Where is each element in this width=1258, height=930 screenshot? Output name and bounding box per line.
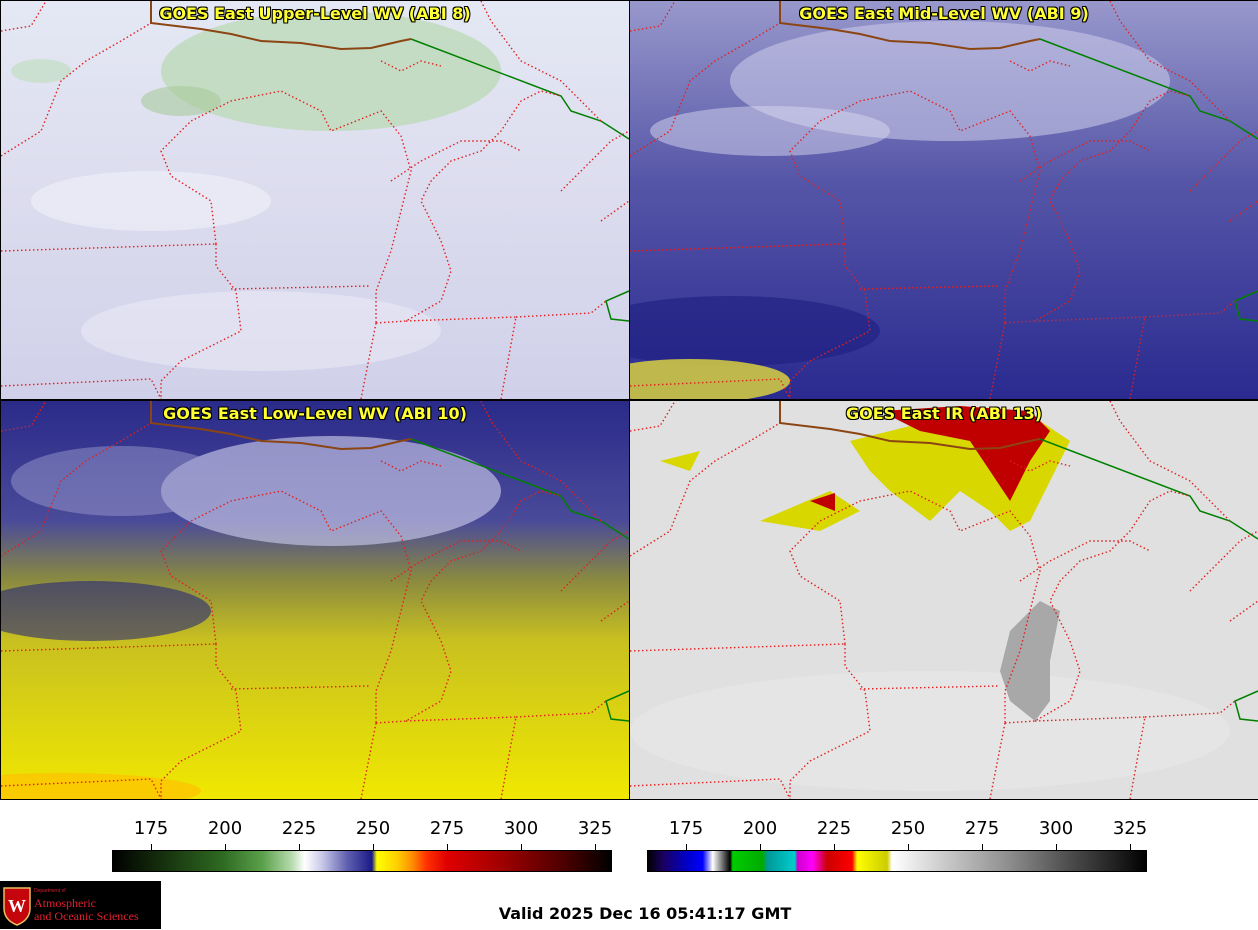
ir-tick-mark	[760, 844, 761, 850]
wv-tick-mark	[225, 844, 226, 850]
ir-tick-mark	[982, 844, 983, 850]
ir-tick-mark	[1056, 844, 1057, 850]
ir-tick-label: 200	[742, 818, 778, 839]
ir-tick-label: 225	[816, 818, 852, 839]
upper-level-wv-title: GOES East Upper-Level WV (ABI 8)	[159, 4, 471, 23]
wv-tick-label: 275	[429, 818, 465, 839]
ir-tick-mark	[908, 844, 909, 850]
svg-text:W: W	[8, 896, 26, 916]
ir-title: GOES East IR (ABI 13)	[845, 404, 1043, 423]
upper-level-wv-panel: GOES East Upper-Level WV (ABI 8)	[0, 0, 630, 400]
wv-tick-label: 250	[355, 818, 391, 839]
logo-line2: and Oceanic Sciences	[34, 909, 139, 923]
ir-tick-mark	[686, 844, 687, 850]
wv-tick-label: 175	[133, 818, 169, 839]
wv-color-scale	[112, 850, 612, 872]
upper-level-wv-map	[1, 1, 629, 399]
low-level-wv-map	[1, 401, 629, 799]
ir-tick-label: 300	[1038, 818, 1074, 839]
ir-tick-label: 325	[1112, 818, 1148, 839]
ir-color-scale	[647, 850, 1147, 872]
wv-tick-label: 300	[503, 818, 539, 839]
wv-tick-mark	[447, 844, 448, 850]
wv-tick-mark	[521, 844, 522, 850]
wv-colorbar: 175 200 225 250 275 300 325	[112, 808, 612, 878]
ir-tick-label: 175	[668, 818, 704, 839]
uw-crest-icon: W	[3, 887, 31, 926]
ir-colorbar-ticks: 175 200 225 250 275 300 325	[647, 808, 1148, 850]
ir-colorbar: 175 200 225 250 275 300 325	[647, 808, 1147, 878]
mid-level-wv-title: GOES East Mid-Level WV (ABI 9)	[799, 4, 1089, 23]
mid-level-wv-map	[630, 1, 1258, 399]
ir-panel: GOES East IR (ABI 13)	[629, 400, 1258, 800]
wv-colorbar-ticks: 175 200 225 250 275 300 325	[112, 808, 613, 850]
low-level-wv-title: GOES East Low-Level WV (ABI 10)	[163, 404, 467, 423]
wv-tick-label: 225	[281, 818, 317, 839]
low-level-wv-panel: GOES East Low-Level WV (ABI 10)	[0, 400, 630, 800]
logo-line1: Atmospheric	[34, 896, 96, 910]
aos-logo: W Department of Atmospheric and Oceanic …	[0, 881, 161, 929]
mid-level-wv-panel: GOES East Mid-Level WV (ABI 9)	[629, 0, 1258, 400]
ir-tick-label: 275	[964, 818, 1000, 839]
ir-tick-mark	[834, 844, 835, 850]
ir-tick-label: 250	[890, 818, 926, 839]
ir-tick-mark	[1130, 844, 1131, 850]
ir-map	[630, 401, 1258, 799]
wv-tick-mark	[595, 844, 596, 850]
wv-tick-label: 325	[577, 818, 613, 839]
logo-dept-text: Department of	[34, 888, 66, 894]
wv-tick-label: 200	[207, 818, 243, 839]
wv-tick-mark	[299, 844, 300, 850]
wv-tick-mark	[373, 844, 374, 850]
wv-tick-mark	[151, 844, 152, 850]
valid-time: Valid 2025 Dec 16 05:41:17 GMT	[498, 904, 792, 923]
